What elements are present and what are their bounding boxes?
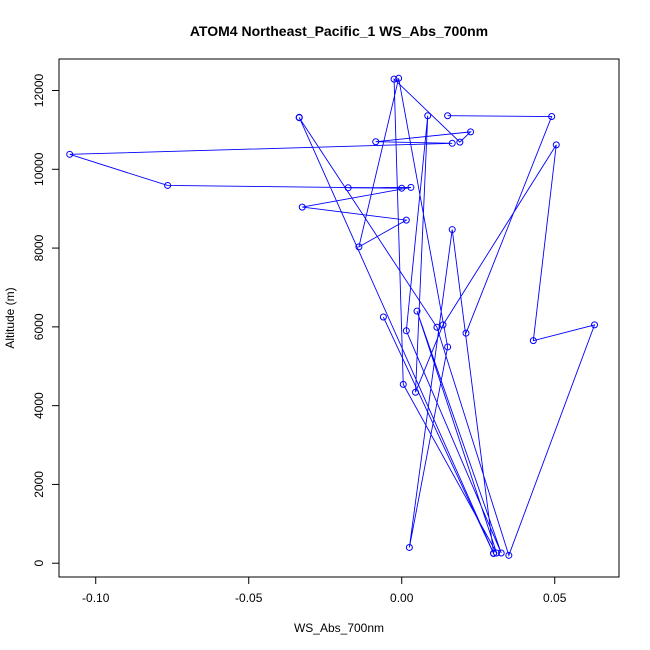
data-point <box>456 138 464 146</box>
series-2 <box>444 112 556 337</box>
data-point <box>402 327 410 335</box>
y-tick-label: 6000 <box>32 313 46 340</box>
y-tick-label: 12000 <box>32 74 46 108</box>
series-1 <box>66 74 599 559</box>
data-point <box>407 183 415 191</box>
data-point <box>529 337 537 345</box>
data-point <box>467 128 475 136</box>
y-axis-label: Altitude (m) <box>3 287 17 348</box>
data-point <box>405 543 413 551</box>
data-point <box>398 184 406 192</box>
data-point <box>355 243 363 251</box>
x-axis: -0.10 -0.05 0.00 0.05 <box>82 577 567 605</box>
y-tick-label: 8000 <box>32 234 46 261</box>
data-point <box>66 150 74 158</box>
data-point <box>497 549 505 557</box>
series-line <box>69 78 596 557</box>
plot-frame <box>58 58 620 578</box>
data-point <box>462 329 470 337</box>
series-3 <box>379 313 498 557</box>
data-point <box>372 138 380 146</box>
series-layer <box>66 74 599 559</box>
data-point <box>379 313 387 321</box>
data-point <box>399 380 407 388</box>
data-point <box>295 114 303 122</box>
data-point <box>448 226 456 234</box>
data-point <box>344 184 352 192</box>
y-tick-label: 0 <box>32 560 46 567</box>
x-tick-label: -0.10 <box>82 591 110 605</box>
y-tick-label: 2000 <box>32 471 46 498</box>
chart-title: ATOM4 Northeast_Pacific_1 WS_Abs_700nm <box>190 23 488 39</box>
data-point <box>413 307 421 315</box>
data-point <box>448 139 456 147</box>
data-point <box>490 549 498 557</box>
data-point <box>548 113 556 121</box>
data-point <box>444 343 452 351</box>
series-line <box>382 316 494 554</box>
data-point <box>552 141 560 149</box>
data-point <box>439 321 447 329</box>
data-point <box>402 216 410 224</box>
series-line <box>447 115 553 334</box>
x-tick-label: 0.00 <box>390 591 414 605</box>
data-point <box>390 75 398 83</box>
data-point <box>164 181 172 189</box>
y-tick-label: 10000 <box>32 152 46 186</box>
data-point <box>395 74 403 82</box>
y-tick-label: 4000 <box>32 392 46 419</box>
data-point <box>424 112 432 120</box>
x-tick-label: -0.05 <box>235 591 263 605</box>
data-point <box>298 203 306 211</box>
data-point <box>444 112 452 120</box>
data-point <box>505 551 513 559</box>
x-axis-label: WS_Abs_700nm <box>294 621 384 635</box>
data-point <box>591 321 599 329</box>
x-tick-label: 0.05 <box>543 591 567 605</box>
data-point <box>433 323 441 331</box>
y-axis: 0 2000 4000 6000 8000 10000 12000 <box>32 74 59 567</box>
